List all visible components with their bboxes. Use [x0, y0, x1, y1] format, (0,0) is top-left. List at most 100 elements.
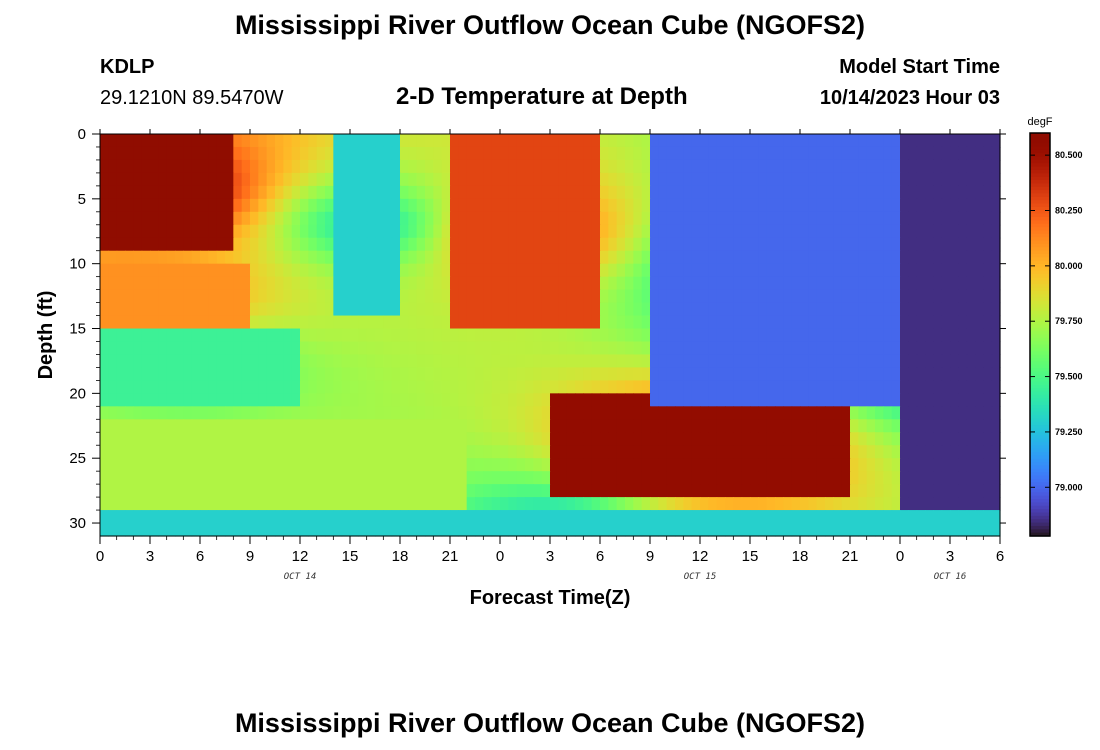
heatmap-cell	[183, 224, 193, 239]
heatmap-cell	[683, 458, 693, 472]
heatmap-cell	[966, 328, 976, 343]
heatmap-cell	[183, 458, 193, 472]
heatmap-cell	[916, 354, 926, 369]
heatmap-cell	[958, 406, 968, 420]
heatmap-cell	[808, 419, 818, 433]
heatmap-cell	[966, 250, 976, 265]
heatmap-cell	[816, 458, 826, 472]
heatmap-cell	[291, 185, 301, 200]
heatmap-cell	[266, 224, 276, 239]
heatmap-cell	[558, 315, 568, 330]
heatmap-cell	[491, 224, 501, 239]
heatmap-cell	[841, 471, 851, 485]
heatmap-cell	[975, 289, 984, 304]
heatmap-cell	[283, 380, 293, 394]
heatmap-cell	[216, 471, 226, 485]
colorbar-swatch	[1030, 200, 1050, 205]
heatmap-cell	[591, 393, 601, 407]
heatmap-cell	[133, 159, 143, 174]
heatmap-cell	[608, 458, 618, 472]
heatmap-cell	[983, 276, 993, 291]
heatmap-cell	[991, 276, 1001, 291]
heatmap-cell	[958, 523, 968, 537]
heatmap-cell	[950, 146, 959, 161]
heatmap-cell	[991, 289, 1001, 304]
heatmap-cell	[300, 263, 309, 278]
heatmap-cell	[775, 341, 784, 356]
heatmap-cell	[508, 263, 518, 278]
heatmap-cell	[516, 276, 526, 291]
heatmap-cell	[533, 458, 543, 472]
colorbar-swatch	[1030, 284, 1050, 289]
heatmap-cell	[783, 419, 793, 433]
heatmap-cell	[933, 471, 943, 485]
heatmap-cell	[175, 237, 184, 252]
heatmap-cell	[741, 406, 751, 420]
heatmap-cell	[983, 185, 993, 200]
heatmap-cell	[466, 250, 476, 265]
heatmap-cell	[841, 328, 851, 343]
heatmap-cell	[691, 523, 701, 537]
heatmap-cell	[300, 198, 309, 213]
heatmap-cell	[708, 263, 718, 278]
heatmap-cell	[633, 315, 643, 330]
heatmap-cell	[766, 510, 776, 524]
heatmap-cell	[108, 276, 118, 291]
heatmap-cell	[950, 367, 959, 381]
heatmap-cell	[708, 198, 718, 213]
heatmap-cell	[808, 211, 818, 226]
heatmap-cell	[233, 198, 243, 213]
heatmap-cell	[733, 237, 743, 252]
heatmap-cell	[808, 458, 818, 472]
heatmap-cell	[366, 497, 376, 511]
heatmap-cell	[425, 276, 434, 291]
heatmap-cell	[758, 341, 768, 356]
heatmap-cell	[700, 354, 709, 369]
heatmap-cell	[391, 198, 401, 213]
heatmap-cell	[166, 367, 176, 381]
heatmap-cell	[266, 328, 276, 343]
heatmap-cell	[575, 354, 584, 369]
heatmap-cell	[108, 134, 118, 148]
heatmap-cell	[525, 289, 534, 304]
heatmap-cell	[766, 211, 776, 226]
heatmap-cell	[583, 432, 593, 446]
heatmap-cell	[858, 393, 868, 407]
heatmap-cell	[716, 471, 726, 485]
heatmap-cell	[450, 393, 459, 407]
heatmap-cell	[216, 419, 226, 433]
heatmap-cell	[350, 250, 359, 265]
heatmap-cell	[575, 185, 584, 200]
heatmap-cell	[533, 393, 543, 407]
heatmap-cell	[416, 276, 426, 291]
heatmap-cell	[508, 315, 518, 330]
heatmap-cell	[958, 172, 968, 187]
heatmap-cell	[600, 134, 609, 148]
heatmap-cell	[625, 432, 634, 446]
x-tick-label: 9	[246, 548, 254, 565]
heatmap-cell	[433, 211, 443, 226]
heatmap-cell	[625, 523, 634, 537]
heatmap-cell	[991, 211, 1001, 226]
heatmap-cell	[825, 302, 834, 317]
heatmap-cell	[541, 263, 551, 278]
heatmap-cell	[966, 393, 976, 407]
heatmap-cell	[158, 328, 168, 343]
heatmap-cell	[408, 510, 418, 524]
heatmap-cell	[583, 445, 593, 459]
heatmap-cell	[750, 237, 759, 252]
heatmap-cell	[366, 185, 376, 200]
heatmap-cell	[933, 315, 943, 330]
heatmap-cell	[908, 406, 918, 420]
colorbar-swatch	[1030, 411, 1050, 416]
heatmap-cell	[383, 224, 393, 239]
heatmap-cell	[208, 159, 218, 174]
heatmap-cell	[166, 328, 176, 343]
heatmap-cell	[308, 341, 318, 356]
heatmap-cell	[483, 328, 493, 343]
heatmap-cell	[266, 211, 276, 226]
heatmap-cell	[983, 445, 993, 459]
heatmap-cell	[800, 185, 809, 200]
heatmap-cell	[191, 354, 201, 369]
heatmap-cell	[991, 367, 1001, 381]
